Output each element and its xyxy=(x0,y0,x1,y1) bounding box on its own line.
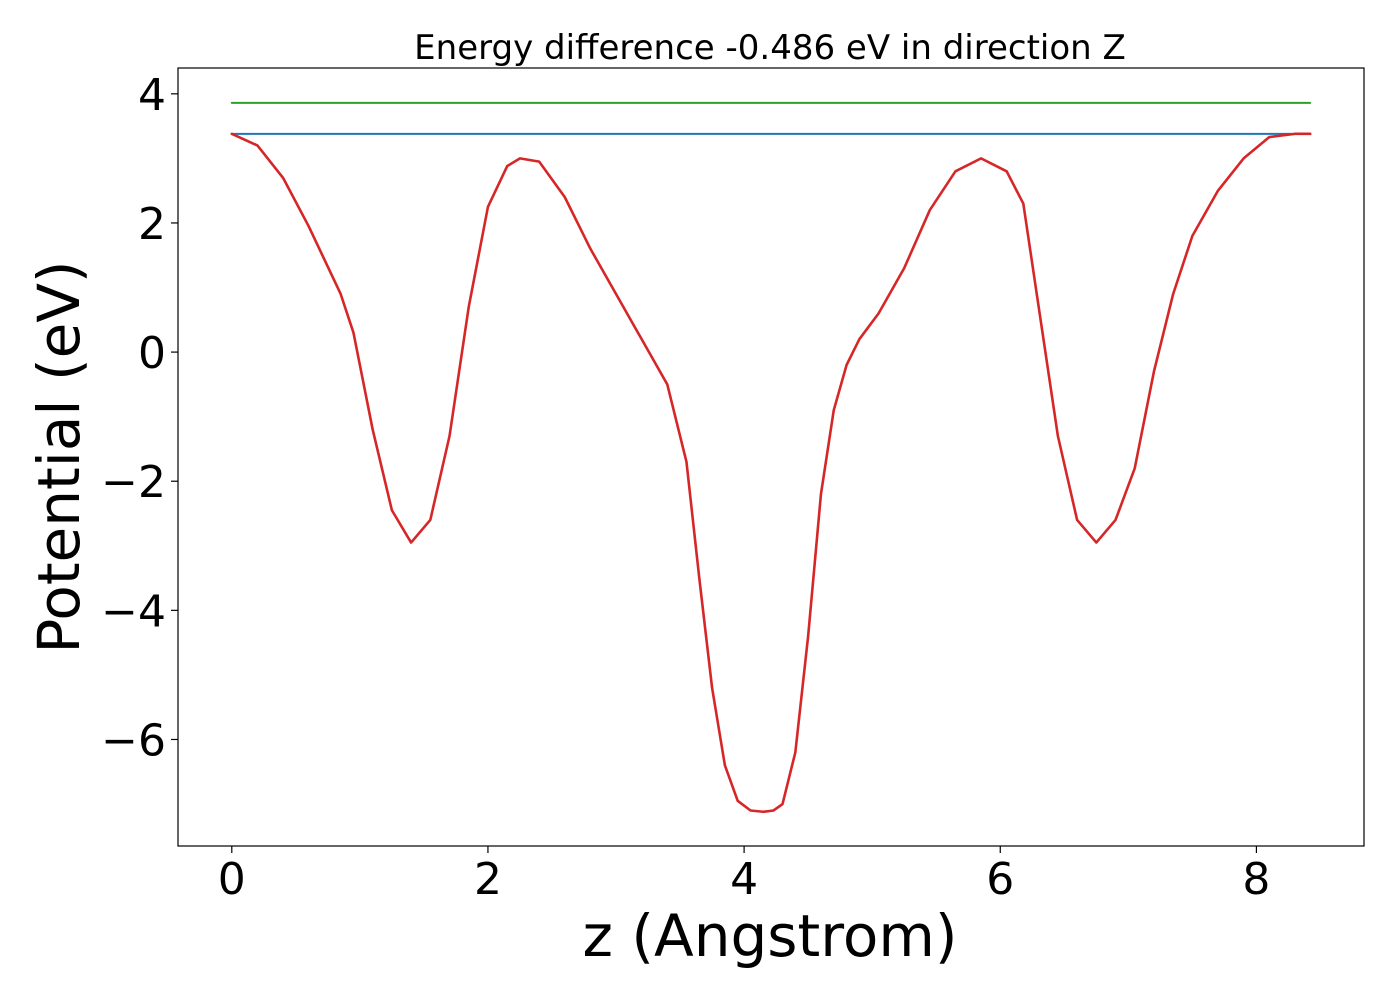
chart-title: Energy difference -0.486 eV in direction… xyxy=(414,28,1126,68)
y-tick-label: 2 xyxy=(138,199,166,250)
x-tick-label: 4 xyxy=(730,854,758,905)
x-tick-label: 2 xyxy=(474,854,502,905)
y-tick-label: −4 xyxy=(101,586,166,637)
potential-line xyxy=(230,132,1312,814)
y-tick-label: −6 xyxy=(101,715,166,766)
y-axis-title: Potential (eV) xyxy=(25,260,93,653)
y-axis-ticks: 4 2 0 −2 −4 −6 xyxy=(101,70,178,766)
x-axis-title: z (Angstrom) xyxy=(583,902,958,970)
x-tick-label: 6 xyxy=(986,854,1014,905)
x-tick-label: 8 xyxy=(1242,854,1270,905)
series-layer xyxy=(230,101,1312,814)
y-tick-label: −2 xyxy=(101,457,166,508)
x-tick-label: 0 xyxy=(218,854,246,905)
y-tick-label: 4 xyxy=(138,70,166,121)
x-axis-ticks: 0 2 4 6 8 xyxy=(218,846,1270,905)
y-tick-label: 0 xyxy=(138,328,166,379)
plot-area-frame xyxy=(177,67,1365,847)
